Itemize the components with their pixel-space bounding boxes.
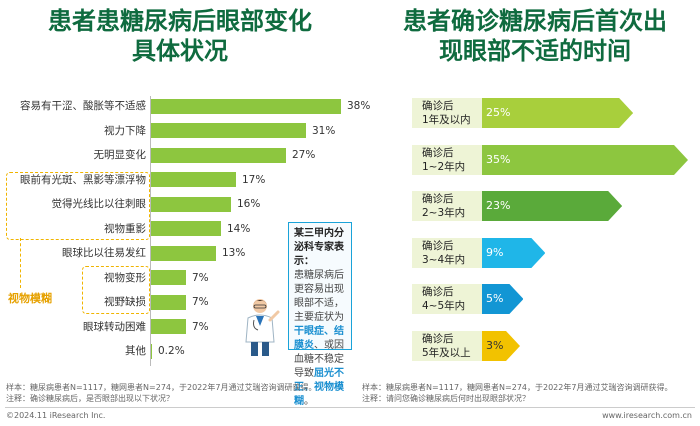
website-text: www.iresearch.com.cn xyxy=(602,411,692,420)
onset-category-label: 确诊后 5年及以上 xyxy=(422,332,471,359)
right-title-line2: 现眼部不适的时间 xyxy=(439,37,631,65)
bar-value-label: 14% xyxy=(227,222,251,235)
right-question-note: 注释：请问您确诊糖尿病后何时出现眼部状况？ xyxy=(362,394,530,403)
onset-arrow xyxy=(412,191,623,221)
expert-highlight-1: 干眼症、结膜炎 xyxy=(294,326,344,351)
bar-value-label: 13% xyxy=(222,247,246,259)
onset-value-label: 23% xyxy=(486,199,511,212)
left-sample-note: 样本：糖尿病患者N=1117，糖网患者N=274，于2022年7月通过艾瑞咨询调… xyxy=(6,383,317,392)
floaters-group-bracket xyxy=(6,172,150,240)
bar-category-label: 觉得光线比以往刺眼 xyxy=(51,198,147,210)
group-link-line xyxy=(20,238,21,288)
onset-arrow xyxy=(412,330,520,361)
right-sample-note: 样本：糖尿病患者N=1117，糖网患者N=274，于2022年7月通过艾瑞咨询调… xyxy=(362,383,673,392)
left-chart-title: 患者患糖尿病后眼部变化 具体状况 xyxy=(10,6,350,66)
bar-category-label: 眼球比以往易发红 xyxy=(62,247,146,259)
onset-arrow xyxy=(412,237,546,268)
bar-value-label: 0.2% xyxy=(158,345,185,357)
bar-value-label: 38% xyxy=(347,100,371,112)
bar-chart-axis xyxy=(150,96,151,366)
expert-quote-head: 某三甲内分泌科专家表示： xyxy=(294,228,344,267)
right-chart-title: 患者确诊糖尿病后首次出 现眼部不适的时间 xyxy=(380,6,690,66)
onset-category-label: 确诊后 2~3年内 xyxy=(422,193,466,219)
bar xyxy=(151,343,152,359)
bar xyxy=(151,123,306,138)
onset-category-label: 确诊后 1~2年内 xyxy=(422,146,466,173)
left-question-note: 注释：确诊糖尿病后，是否眼部出现以下状况？ xyxy=(6,394,174,403)
onset-arrow xyxy=(412,144,688,175)
copyright-text: ©2024.11 iResearch Inc. xyxy=(6,411,106,420)
onset-category-label: 确诊后 4~5年内 xyxy=(422,286,466,312)
bar-value-label: 7% xyxy=(192,271,209,284)
bar-value-label: 16% xyxy=(237,198,261,210)
bar-category-label: 其他 xyxy=(125,345,146,357)
bar-category-label: 眼球转动困难 xyxy=(83,320,146,333)
bar-category-label: 容易有干涩、酸胀等不适感 xyxy=(20,100,146,112)
bar-category-label: 视力下降 xyxy=(104,124,146,137)
onset-category-label: 确诊后 1年及以内 xyxy=(422,100,471,126)
bar-category-label: 视物变形 xyxy=(104,271,146,284)
bar xyxy=(151,98,341,114)
bar-category-label: 视物重影 xyxy=(104,222,146,235)
right-title-line1: 患者确诊糖尿病后首次出 xyxy=(403,7,667,35)
bar xyxy=(151,196,231,212)
onset-arrow xyxy=(412,98,634,128)
left-title-line2: 具体状况 xyxy=(132,37,228,65)
bar xyxy=(151,270,186,285)
onset-value-label: 9% xyxy=(486,245,504,259)
bar-category-label: 无明显变化 xyxy=(93,149,147,161)
expert-text-1: 患糖尿病后更容易出现眼部不适，主要症状为 xyxy=(294,270,344,323)
bar xyxy=(151,294,186,310)
bar-category-label: 眼前有光斑、黑影等漂浮物 xyxy=(20,173,146,186)
expert-highlight-2: 屈光不正、视物模糊 xyxy=(294,368,344,407)
expert-quote-body: 患糖尿病后更容易出现眼部不适，主要症状为干眼症、结膜炎、或因血糖不稳定导致屈光不… xyxy=(294,269,346,409)
expert-text-2: 、或因血糖不稳定导致 xyxy=(294,340,344,379)
bar-value-label: 31% xyxy=(312,124,336,137)
bar xyxy=(151,221,221,236)
expert-text-3: 。 xyxy=(304,396,314,407)
bar xyxy=(151,147,286,163)
left-title-line1: 患者患糖尿病后眼部变化 xyxy=(48,7,312,35)
bar xyxy=(151,172,236,187)
expert-quote-box: 某三甲内分泌科专家表示： 患糖尿病后更容易出现眼部不适，主要症状为干眼症、结膜炎… xyxy=(288,222,352,407)
bar-value-label: 7% xyxy=(192,320,209,333)
bar xyxy=(151,245,216,261)
onset-value-label: 3% xyxy=(486,338,504,352)
distortion-group-bracket xyxy=(82,266,150,314)
blurred-vision-group-label: 视物模糊 xyxy=(8,292,52,305)
onset-value-label: 35% xyxy=(486,152,511,166)
bar-value-label: 27% xyxy=(292,149,316,161)
bar xyxy=(151,319,186,334)
onset-category-label: 确诊后 3~4年内 xyxy=(422,239,466,266)
onset-arrow xyxy=(412,284,524,314)
onset-value-label: 5% xyxy=(486,292,504,305)
bar-category-label: 视野缺损 xyxy=(104,296,146,308)
footer-divider xyxy=(5,407,695,408)
bar-value-label: 17% xyxy=(242,173,266,186)
doctor-icon xyxy=(245,299,280,356)
bar-value-label: 7% xyxy=(192,296,209,308)
onset-value-label: 25% xyxy=(486,106,511,119)
